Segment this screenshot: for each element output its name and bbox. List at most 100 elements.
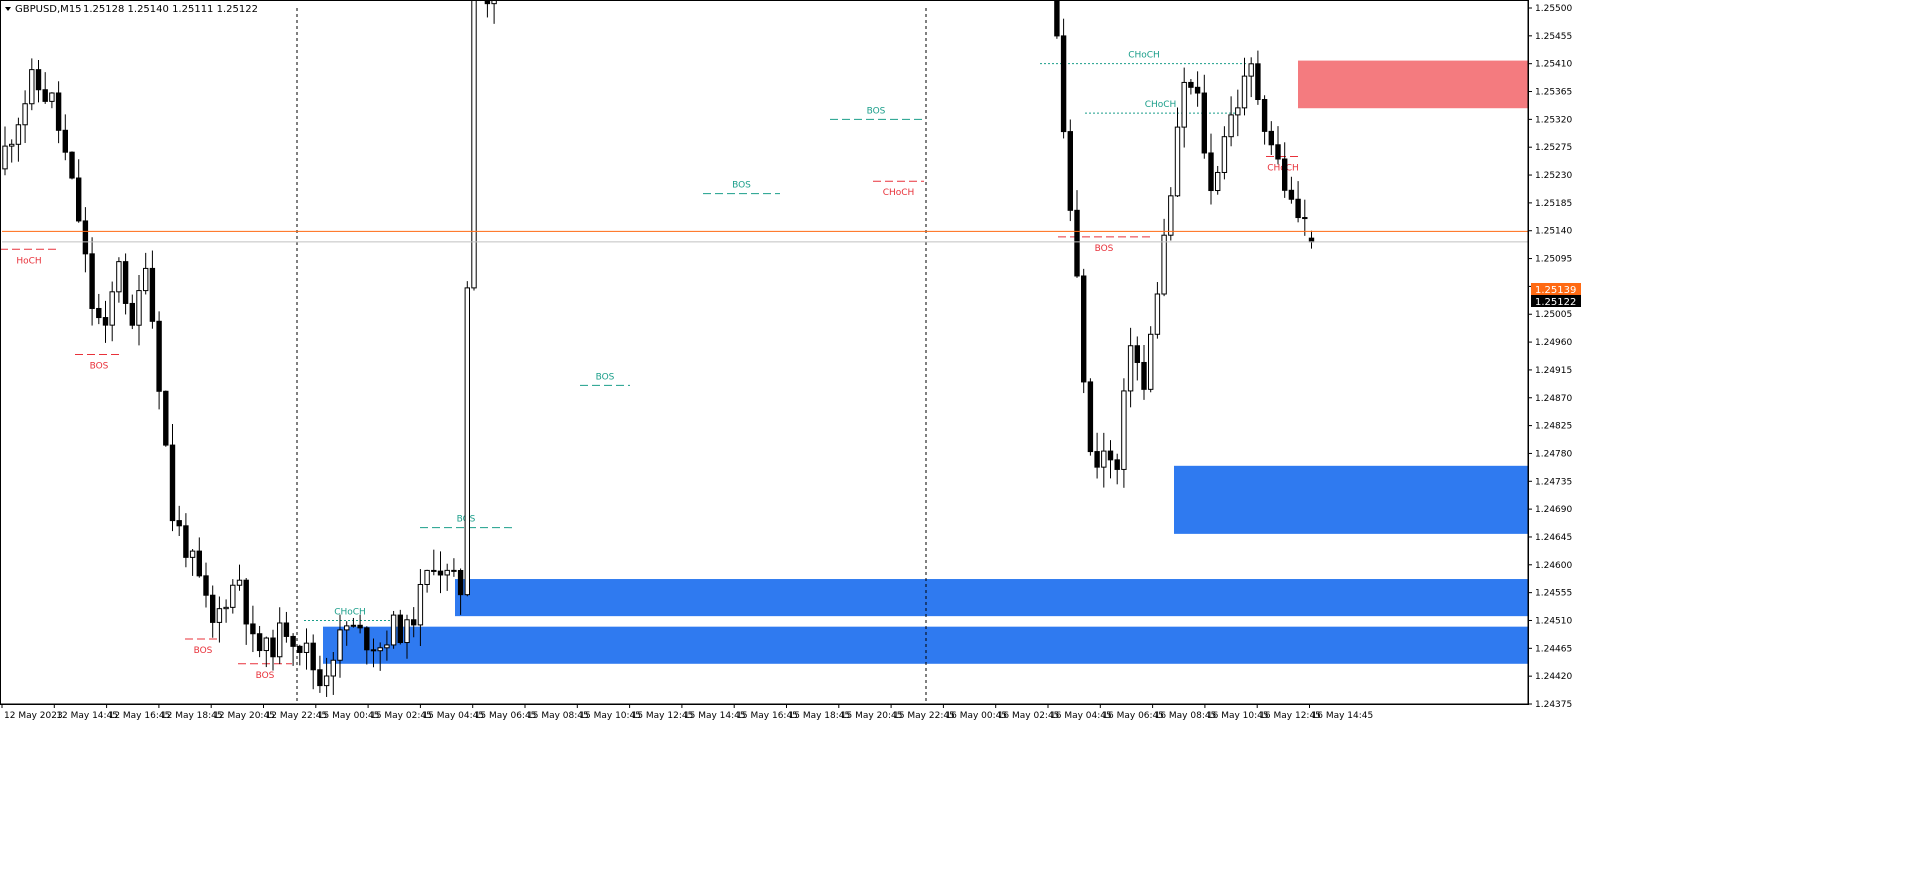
candle[interactable] bbox=[323, 657, 330, 697]
candle[interactable] bbox=[62, 114, 68, 161]
candle[interactable] bbox=[89, 237, 95, 326]
candle[interactable] bbox=[1141, 345, 1147, 400]
candle[interactable] bbox=[143, 252, 149, 295]
candle[interactable] bbox=[96, 293, 102, 325]
candle[interactable] bbox=[370, 638, 377, 668]
candle[interactable] bbox=[210, 585, 216, 638]
candle[interactable] bbox=[35, 60, 42, 103]
candle[interactable] bbox=[377, 642, 383, 671]
candle[interactable] bbox=[1074, 190, 1080, 278]
candle[interactable] bbox=[15, 117, 22, 162]
candle[interactable] bbox=[22, 90, 28, 144]
candle[interactable] bbox=[1215, 165, 1221, 195]
candle[interactable] bbox=[243, 577, 249, 645]
candles-layer[interactable] bbox=[2, 0, 1315, 697]
candle[interactable] bbox=[223, 599, 229, 623]
candle[interactable] bbox=[1261, 95, 1268, 145]
candle[interactable] bbox=[29, 58, 35, 111]
candle[interactable] bbox=[109, 281, 115, 342]
candle[interactable] bbox=[317, 655, 323, 693]
candle[interactable] bbox=[310, 634, 316, 690]
candle[interactable] bbox=[9, 139, 15, 163]
candle[interactable] bbox=[1054, 0, 1060, 39]
candle[interactable] bbox=[431, 549, 437, 576]
candle[interactable] bbox=[1275, 126, 1281, 165]
candle[interactable] bbox=[42, 72, 48, 104]
candle[interactable] bbox=[411, 607, 417, 638]
candle[interactable] bbox=[1288, 176, 1295, 204]
candle[interactable] bbox=[303, 628, 310, 670]
candle[interactable] bbox=[169, 424, 176, 532]
candle[interactable] bbox=[1235, 89, 1241, 137]
candle[interactable] bbox=[437, 551, 444, 594]
candle[interactable] bbox=[457, 568, 464, 615]
candle[interactable] bbox=[384, 630, 390, 661]
candle[interactable] bbox=[183, 513, 189, 568]
candle[interactable] bbox=[1134, 336, 1140, 381]
candle[interactable] bbox=[364, 626, 370, 665]
candle[interactable] bbox=[129, 294, 136, 330]
candle[interactable] bbox=[176, 505, 182, 537]
candle[interactable] bbox=[1174, 107, 1181, 197]
candle[interactable] bbox=[277, 607, 283, 665]
candle[interactable] bbox=[69, 151, 75, 180]
candle[interactable] bbox=[290, 633, 296, 666]
candle[interactable] bbox=[1221, 126, 1228, 180]
collapse-triangle-icon[interactable] bbox=[5, 7, 11, 11]
candle[interactable] bbox=[189, 549, 196, 576]
candle[interactable] bbox=[491, 0, 497, 24]
candle[interactable] bbox=[1194, 71, 1201, 107]
candle[interactable] bbox=[156, 311, 162, 410]
candle[interactable] bbox=[1094, 432, 1100, 479]
candle[interactable] bbox=[122, 253, 129, 315]
candle[interactable] bbox=[1114, 453, 1120, 485]
candle[interactable] bbox=[330, 652, 337, 695]
candle[interactable] bbox=[230, 579, 236, 614]
candle[interactable] bbox=[1302, 199, 1308, 236]
candle[interactable] bbox=[417, 569, 424, 647]
candle[interactable] bbox=[1188, 79, 1194, 95]
candle[interactable] bbox=[102, 300, 109, 343]
candle[interactable] bbox=[1208, 133, 1214, 205]
candle[interactable] bbox=[350, 617, 357, 628]
candle[interactable] bbox=[1295, 181, 1301, 223]
candle[interactable] bbox=[2, 126, 8, 176]
candle[interactable] bbox=[116, 257, 122, 303]
candle[interactable] bbox=[216, 596, 223, 643]
candle[interactable] bbox=[49, 92, 55, 109]
candle[interactable] bbox=[163, 390, 169, 447]
candle[interactable] bbox=[283, 611, 290, 643]
candle[interactable] bbox=[1081, 268, 1087, 394]
candle[interactable] bbox=[196, 537, 203, 578]
candle[interactable] bbox=[464, 281, 471, 597]
candle[interactable] bbox=[357, 614, 363, 634]
candle[interactable] bbox=[263, 636, 270, 668]
candle[interactable] bbox=[344, 621, 350, 646]
candle[interactable] bbox=[1060, 18, 1067, 139]
candle[interactable] bbox=[55, 81, 62, 144]
candle[interactable] bbox=[82, 207, 89, 273]
candle[interactable] bbox=[149, 250, 156, 329]
candle[interactable] bbox=[136, 275, 142, 346]
candle[interactable] bbox=[1148, 326, 1154, 393]
candle[interactable] bbox=[451, 558, 457, 577]
candle[interactable] bbox=[1228, 96, 1234, 147]
candle[interactable] bbox=[337, 614, 343, 678]
candle[interactable] bbox=[397, 609, 404, 645]
candle[interactable] bbox=[1121, 378, 1127, 488]
candle[interactable] bbox=[1087, 378, 1094, 456]
candle[interactable] bbox=[1181, 67, 1187, 148]
candle[interactable] bbox=[1154, 282, 1161, 339]
candle[interactable] bbox=[1201, 74, 1207, 159]
candle[interactable] bbox=[424, 569, 430, 593]
candle[interactable] bbox=[444, 563, 450, 591]
candle[interactable] bbox=[1067, 119, 1073, 222]
candle[interactable] bbox=[1101, 432, 1107, 488]
candle[interactable] bbox=[270, 629, 276, 671]
candle[interactable] bbox=[1241, 57, 1248, 116]
candle[interactable] bbox=[471, 0, 477, 291]
candle[interactable] bbox=[1127, 327, 1134, 408]
candle[interactable] bbox=[1255, 50, 1261, 105]
